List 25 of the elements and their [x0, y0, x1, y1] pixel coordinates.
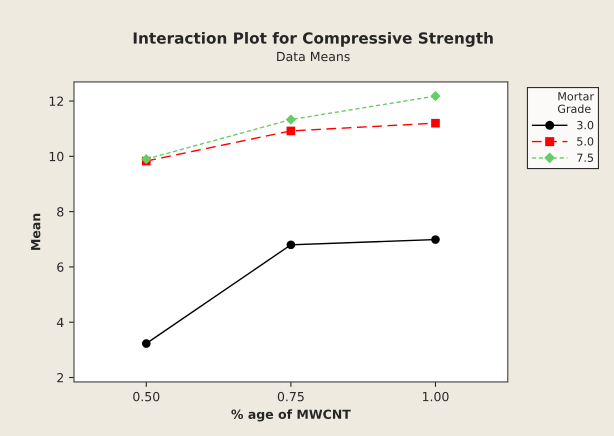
point — [286, 114, 296, 125]
y-tick-label: 8 — [57, 207, 64, 217]
chart-subtitle: Data Means — [277, 52, 350, 62]
y-tick-label: 6 — [57, 262, 64, 272]
point — [286, 126, 296, 136]
x-axis-title: % age of MWCNT — [231, 409, 351, 422]
chart-title: Interaction Plot for Compressive Strength — [134, 32, 493, 47]
legend-label: 3.0 — [577, 120, 594, 130]
x-tick-label: 1.00 — [422, 392, 449, 402]
y-tick-label: 10 — [50, 152, 64, 162]
y-axis-title: Mean — [31, 214, 40, 250]
legend-label: 7.5 — [577, 154, 594, 162]
legend-title: Mortar Grade — [558, 92, 594, 114]
y-tick-label: 2 — [57, 372, 64, 382]
point — [141, 154, 152, 164]
x-tick-label: 0.75 — [278, 392, 304, 402]
point — [431, 235, 440, 244]
point — [142, 339, 151, 348]
point — [430, 91, 440, 102]
legend-label: 5.0 — [577, 137, 594, 146]
y-tick-label: 12 — [50, 96, 64, 106]
point — [431, 118, 440, 128]
x-tick-label: 0.50 — [133, 392, 160, 402]
y-tick-label: 4 — [56, 318, 64, 327]
point — [286, 240, 296, 250]
